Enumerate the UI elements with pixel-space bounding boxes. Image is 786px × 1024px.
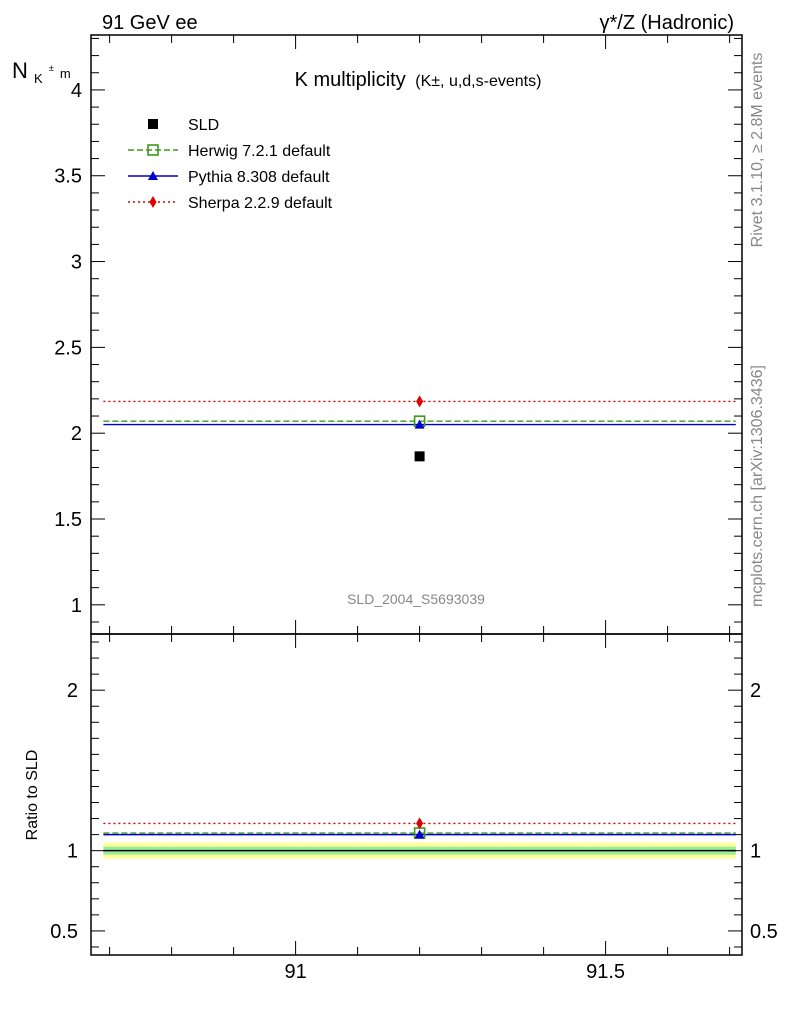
ratio-y-tick-label-right: 1 bbox=[750, 841, 761, 863]
rivet-label: Rivet 3.1.10, ≥ 2.8M events bbox=[749, 53, 766, 248]
y-tick-label: 4 bbox=[71, 80, 82, 102]
analysis-watermark: SLD_2004_S5693039 bbox=[347, 591, 485, 607]
legend-marker-0 bbox=[148, 119, 158, 129]
chart-subtitle: (K±, u,d,s-events) bbox=[415, 73, 541, 90]
y-tick-label: 2.5 bbox=[54, 337, 82, 359]
y-tick-label: 3 bbox=[71, 252, 82, 274]
ratio-y-tick-label-right: 0.5 bbox=[750, 921, 778, 943]
legend-marker-3 bbox=[149, 196, 157, 208]
x-tick-label: 91 bbox=[284, 961, 306, 983]
data-markers bbox=[413, 395, 426, 839]
ratio-y-tick-label-right: 2 bbox=[750, 680, 761, 702]
header-right: γ*/Z (Hadronic) bbox=[600, 12, 734, 34]
reference-data-point bbox=[414, 451, 425, 462]
ratio-series-marker-1 bbox=[414, 829, 425, 839]
legend-label-3: Sherpa 2.2.9 default bbox=[188, 195, 333, 212]
y-tick-label: 2 bbox=[71, 423, 82, 445]
ratio-y-tick-label: 2 bbox=[67, 680, 78, 702]
y-axis-label-main: N bbox=[12, 58, 28, 83]
y-axis-label-sup: ± bbox=[49, 63, 54, 73]
series-marker-2 bbox=[416, 395, 424, 408]
legend-label-2: Pythia 8.308 default bbox=[188, 169, 330, 186]
legend: SLD Herwig 7.2.1 default Pythia 8.308 defa… bbox=[128, 117, 333, 212]
y-axis-label: N K ± m bbox=[12, 51, 71, 88]
ratio-y-axis-label: Ratio to SLD bbox=[24, 750, 41, 841]
y-tick-label: 1 bbox=[71, 595, 82, 617]
series-marker-1 bbox=[414, 419, 425, 429]
axis-ticks bbox=[91, 35, 742, 955]
header-left: 91 GeV ee bbox=[102, 12, 198, 34]
mcplots-label: mcplots.cern.ch [arXiv:1306.3436] bbox=[749, 365, 766, 607]
y-axis-label-sub: K bbox=[34, 71, 43, 86]
y-tick-label: 1.5 bbox=[54, 509, 82, 531]
chart-title: K multiplicity bbox=[295, 69, 406, 91]
legend-label-0: SLD bbox=[188, 117, 219, 134]
legend-label-1: Herwig 7.2.1 default bbox=[188, 143, 331, 160]
y-axis-label-tail: m bbox=[60, 66, 71, 81]
tick-labels: 91 91.5 1 1.5 2 2.5 3 3.5 4 0.5 0.5 1 1 2 2 bbox=[50, 80, 778, 983]
legend-marker-1 bbox=[147, 144, 159, 156]
ratio-y-tick-label: 1 bbox=[67, 841, 78, 863]
x-tick-label: 91.5 bbox=[586, 961, 625, 983]
legend-marker-2 bbox=[148, 171, 158, 180]
ratio-plot-frame bbox=[90, 633, 743, 956]
chart-title-group: K multiplicity (K±, u,d,s-events) bbox=[295, 69, 542, 91]
ratio-y-tick-label: 0.5 bbox=[50, 921, 78, 943]
ratio-series-marker-2 bbox=[416, 817, 424, 830]
y-tick-label: 3.5 bbox=[54, 166, 82, 188]
